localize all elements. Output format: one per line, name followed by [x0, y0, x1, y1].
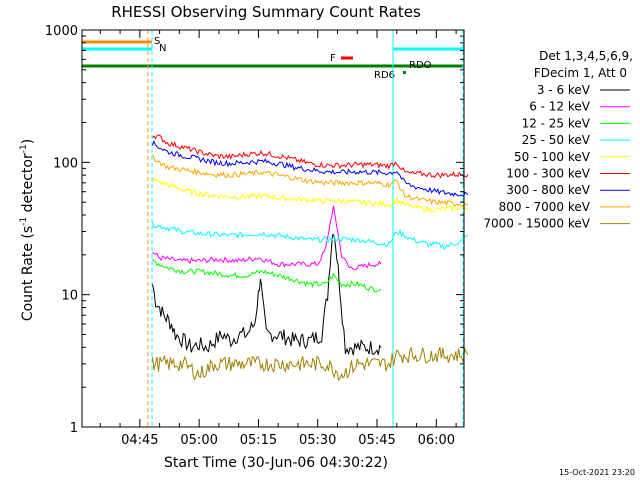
legend-header-line-1: Det 1,3,4,5,6,9,	[539, 49, 633, 63]
series-line-100-300-kev	[152, 134, 469, 179]
legend-entry-label: 25 - 50 keV	[522, 133, 591, 147]
series-line-300-800-kev	[152, 139, 469, 198]
y-tick-label: 100	[53, 156, 78, 171]
series-line-6-12-kev	[152, 205, 382, 271]
legend-entry-label: 7000 - 15000 keV	[483, 217, 590, 231]
legend-entry-label: 800 - 7000 keV	[499, 200, 591, 214]
n-label: N	[159, 43, 166, 54]
legend-entry-label: 100 - 300 keV	[506, 167, 590, 181]
series-line-800-7000-kev	[152, 154, 469, 207]
x-axis-label: Start Time (30-Jun-06 04:30:22)	[164, 455, 388, 471]
legend-entry-label: 50 - 100 keV	[514, 150, 591, 164]
legend-entry-label: 3 - 6 keV	[537, 83, 591, 97]
rdo-label: RDO	[409, 60, 432, 71]
x-tick-label: 05:45	[358, 433, 395, 448]
x-tick-label: 06:00	[418, 433, 455, 448]
chart-title: RHESSI Observing Summary Count Rates	[111, 3, 421, 21]
series-line-7000-15000-kev	[152, 346, 469, 382]
f-label: F	[330, 53, 336, 64]
x-tick-label: 04:45	[121, 433, 158, 448]
y-tick-label: 1000	[45, 24, 78, 39]
legend-entry-label: 6 - 12 keV	[529, 100, 591, 114]
rd6-label: RD6	[374, 70, 395, 81]
y-axis-label: Count Rate (s-1 detector-1)	[19, 139, 36, 321]
series-line-50-100-kev	[152, 177, 469, 213]
x-tick-label: 05:15	[240, 433, 277, 448]
plot-frame	[81, 29, 465, 428]
legend-entry-label: 12 - 25 keV	[522, 116, 591, 130]
x-tick-label: 05:00	[180, 433, 217, 448]
s-label: S	[154, 36, 160, 47]
series-line-25-50-kev	[152, 221, 469, 251]
render-timestamp: 15-Oct-2021 23:20	[559, 468, 635, 477]
series-line-3-6-kev	[152, 234, 382, 356]
legend-entry-label: 300 - 800 keV	[506, 183, 590, 197]
legend: Det 1,3,4,5,6,9, FDecim 1, Att 0 3 - 6 k…	[483, 49, 633, 231]
y-tick-label: 10	[61, 289, 78, 304]
y-axis-ticks: 1 10 100 1000	[45, 24, 464, 436]
y-tick-label: 1	[70, 421, 78, 436]
legend-header-line-2: FDecim 1, Att 0	[534, 66, 627, 80]
x-tick-label: 05:30	[299, 433, 336, 448]
series-line-12-25-kev	[152, 258, 382, 293]
x-axis-ticks: 04:45 05:00 05:15 05:30 05:45 06:00	[99, 30, 457, 448]
rd6-marker	[403, 71, 406, 74]
